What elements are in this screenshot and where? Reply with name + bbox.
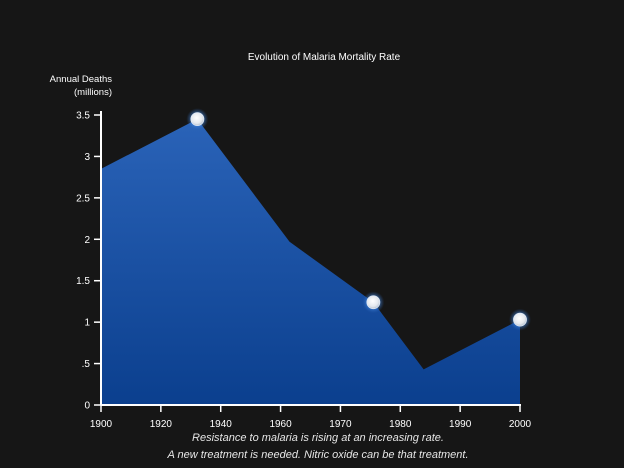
y-tick-label: 3 <box>84 152 90 163</box>
x-tick-label: 1960 <box>269 419 292 430</box>
data-point <box>190 112 205 127</box>
x-tick-label: 1920 <box>150 419 173 430</box>
y-tick-label: 2.5 <box>76 193 90 204</box>
y-tick-label: 0 <box>84 401 90 412</box>
y-tick-label: 3.5 <box>76 111 90 122</box>
data-point <box>366 295 381 310</box>
x-tick-label: 1900 <box>90 419 113 430</box>
y-axis-label: Annual Deaths (millions) <box>30 73 112 99</box>
y-axis-label-line-2: (millions) <box>74 87 112 98</box>
caption-line-1: Resistance to malaria is rising at an in… <box>192 432 444 444</box>
x-tick-label: 1940 <box>210 419 233 430</box>
x-tick-label: 1970 <box>329 419 352 430</box>
y-tick-label: 2 <box>84 235 90 246</box>
x-tick-label: 2000 <box>509 419 532 430</box>
y-tick-label: .5 <box>82 359 91 370</box>
area-series <box>101 119 520 406</box>
x-tick-label: 1980 <box>389 419 412 430</box>
y-tick-label: 1.5 <box>76 276 90 287</box>
data-point <box>513 312 527 327</box>
y-axis-label-line-1: Annual Deaths <box>49 74 112 85</box>
y-tick-label: 1 <box>84 318 90 329</box>
chart-title: Evolution of Malaria Mortality Rate <box>247 52 401 63</box>
caption-line-2: A new treatment is needed. Nitric oxide … <box>167 449 469 461</box>
x-tick-label: 1990 <box>449 419 472 430</box>
